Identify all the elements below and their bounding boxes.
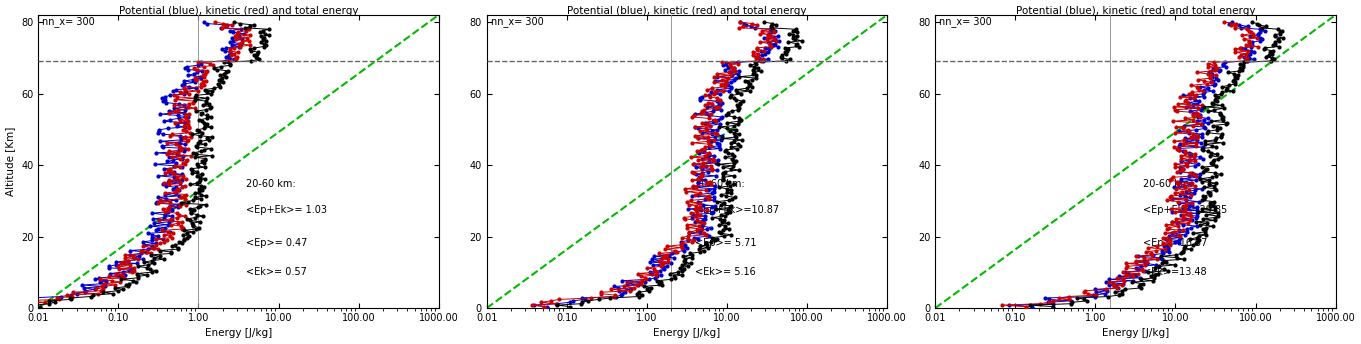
- Text: <Ek>=13.48: <Ek>=13.48: [1143, 267, 1207, 277]
- X-axis label: Energy [J/kg]: Energy [J/kg]: [653, 329, 720, 338]
- Title: Potential (blue), kinetic (red) and total energy: Potential (blue), kinetic (red) and tota…: [1015, 6, 1255, 15]
- Text: <Ek>= 5.16: <Ek>= 5.16: [695, 267, 755, 277]
- Text: <Ep>= 0.47: <Ep>= 0.47: [246, 238, 308, 248]
- X-axis label: Energy [J/kg]: Energy [J/kg]: [206, 329, 272, 338]
- X-axis label: Energy [J/kg]: Energy [J/kg]: [1102, 329, 1169, 338]
- Title: Potential (blue), kinetic (red) and total energy: Potential (blue), kinetic (red) and tota…: [118, 6, 358, 15]
- Text: <Ep>=16.37: <Ep>=16.37: [1143, 238, 1207, 248]
- Text: 20-60 km:: 20-60 km:: [1143, 179, 1194, 189]
- Text: 20-60 km:: 20-60 km:: [695, 179, 744, 189]
- Text: <Ep+Ek>=29.85: <Ep+Ek>=29.85: [1143, 205, 1228, 215]
- Title: Potential (blue), kinetic (red) and total energy: Potential (blue), kinetic (red) and tota…: [568, 6, 807, 15]
- Y-axis label: Altitude [Km]: Altitude [Km]: [5, 127, 15, 196]
- Text: nn_x= 300: nn_x= 300: [939, 17, 992, 27]
- Text: nn_x= 300: nn_x= 300: [42, 17, 95, 27]
- Text: <Ep>= 5.71: <Ep>= 5.71: [695, 238, 757, 248]
- Text: <Ep+Ek>= 1.03: <Ep+Ek>= 1.03: [246, 205, 328, 215]
- Text: <Ep+Ek>=10.87: <Ep+Ek>=10.87: [695, 205, 778, 215]
- Text: 20-60 km:: 20-60 km:: [246, 179, 297, 189]
- Text: <Ek>= 0.57: <Ek>= 0.57: [246, 267, 308, 277]
- Text: nn_x= 300: nn_x= 300: [491, 17, 543, 27]
